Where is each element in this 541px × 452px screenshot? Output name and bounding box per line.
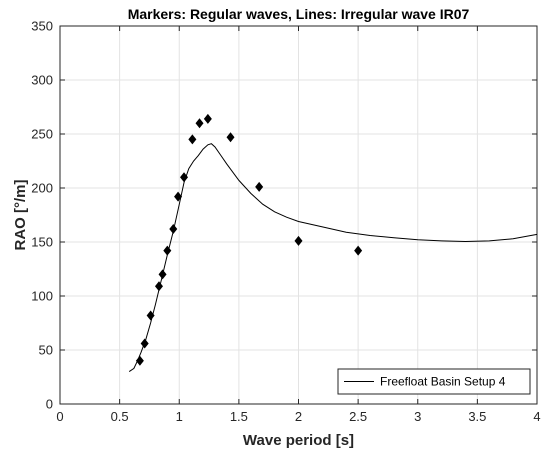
- y-tick-label: 250: [31, 127, 53, 142]
- legend: Freefloat Basin Setup 4: [337, 368, 531, 395]
- y-tick-label: 200: [31, 181, 53, 196]
- regular-wave-marker: [163, 245, 172, 256]
- legend-entry: Freefloat Basin Setup 4: [380, 375, 506, 389]
- x-axis-label: Wave period [s]: [243, 432, 354, 449]
- x-tick-label: 3: [414, 409, 421, 424]
- x-tick-label: 2: [295, 409, 302, 424]
- y-tick-label: 0: [46, 397, 53, 412]
- series-line-freefloat: [128, 143, 538, 373]
- series-lines: [128, 143, 538, 373]
- regular-wave-marker: [174, 191, 183, 202]
- regular-wave-marker: [169, 224, 178, 235]
- x-tick-label: 1.5: [230, 409, 248, 424]
- x-tick-label: 2.5: [349, 409, 367, 424]
- regular-wave-marker: [255, 181, 264, 192]
- regular-wave-marker: [195, 118, 204, 129]
- regular-wave-marker: [354, 245, 363, 256]
- regular-wave-marker: [146, 310, 155, 321]
- regular-wave-marker: [158, 269, 167, 280]
- x-tick-label: 3.5: [468, 409, 486, 424]
- regular-wave-marker: [154, 281, 163, 292]
- grid: [59, 25, 538, 405]
- x-tick-label: 1: [176, 409, 183, 424]
- x-tick-label: 4: [533, 409, 540, 424]
- x-tick-label: 0.5: [111, 409, 129, 424]
- y-tick-label: 350: [31, 19, 53, 34]
- axis-ticks: [59, 25, 538, 405]
- regular-wave-marker: [140, 338, 149, 349]
- y-tick-label: 50: [39, 343, 53, 358]
- x-tick-label: 0: [56, 409, 63, 424]
- regular-wave-marker: [180, 172, 189, 183]
- y-tick-labels: 0 50 100 150 200 250 300 350: [31, 19, 53, 412]
- series-markers: [135, 113, 363, 366]
- regular-wave-marker: [188, 134, 197, 145]
- y-tick-label: 300: [31, 73, 53, 88]
- regular-wave-marker: [294, 235, 303, 246]
- x-tick-labels: 0 0.5 1 1.5 2 2.5 3 3.5 4: [56, 409, 540, 424]
- y-axis-label: RAO [°/m]: [12, 180, 29, 251]
- chart-title: Markers: Regular waves, Lines: Irregular…: [128, 6, 470, 22]
- y-tick-label: 100: [31, 289, 53, 304]
- regular-wave-marker: [203, 113, 212, 124]
- regular-wave-marker: [226, 132, 235, 143]
- regular-wave-marker: [135, 355, 144, 366]
- y-tick-label: 150: [31, 235, 53, 250]
